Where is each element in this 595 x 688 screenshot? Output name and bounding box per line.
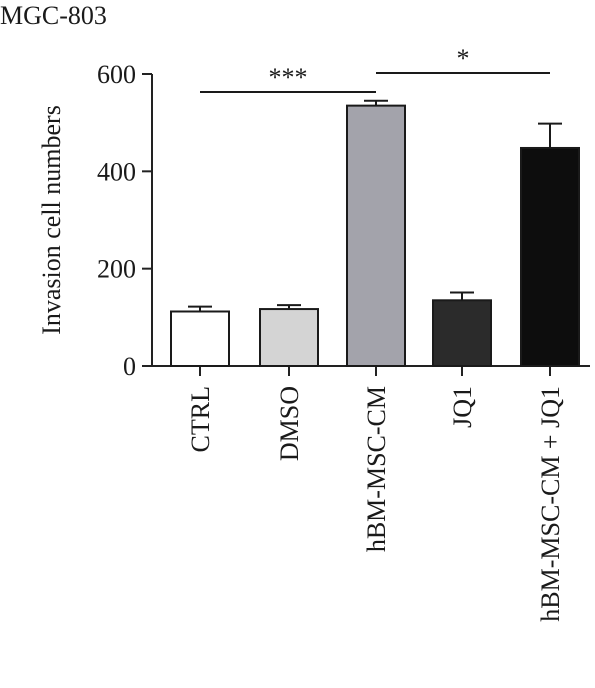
bars [170, 104, 580, 368]
y-tick-label: 0 [123, 352, 136, 381]
significance-label: * [457, 44, 470, 73]
x-tick-label: DMSO [275, 386, 304, 461]
bar [259, 308, 319, 367]
error-bars [188, 99, 562, 312]
y-axis-label: Invasion cell numbers [37, 105, 66, 335]
bar [346, 104, 406, 367]
significance-label: *** [269, 63, 308, 92]
x-tick-label: hBM-MSC-CM + JQ1 [536, 386, 565, 622]
y-tick-label: 200 [97, 255, 136, 284]
chart-title: MGC-803 [0, 1, 107, 30]
x-tick-label: hBM-MSC-CM [362, 386, 391, 552]
x-tick-label: JQ1 [448, 386, 477, 428]
bar [432, 299, 492, 367]
significance-annotations: **** [200, 44, 550, 93]
x-tick-label: CTRL [186, 386, 215, 452]
bar [170, 310, 230, 368]
y-tick-label: 600 [97, 60, 136, 89]
x-tick-labels: CTRL DMSO hBM-MSC-CM JQ1 hBM-MSC-CM + JQ1 [186, 386, 565, 622]
y-tick-label: 400 [97, 157, 136, 186]
bar [520, 146, 580, 367]
axes: 0 200 400 600 [97, 60, 590, 381]
